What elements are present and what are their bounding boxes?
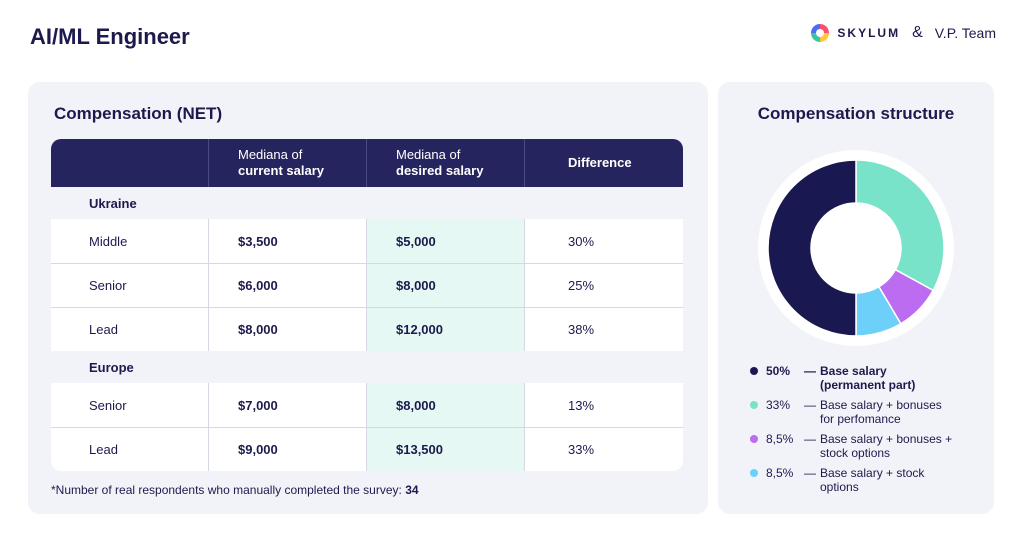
legend-item: 33% — Base salary + bonuses for perfomance bbox=[750, 398, 980, 426]
legend-label: Base salary + bonuses for perfomance bbox=[820, 398, 980, 426]
legend-label-line2: for perfomance bbox=[820, 412, 901, 426]
compensation-table: Mediana of current salary Mediana of des… bbox=[51, 139, 683, 471]
table-header: Mediana of current salary Mediana of des… bbox=[51, 139, 683, 187]
compensation-title: Compensation (NET) bbox=[54, 104, 223, 123]
desired-salary-cell: $8,000 bbox=[367, 264, 525, 307]
chart-legend: 50% — Base salary (permanent part) 33% — Base … bbox=[750, 364, 980, 500]
header-desired-line1: Mediana of bbox=[396, 147, 461, 162]
header-current-line2: current salary bbox=[238, 163, 324, 178]
legend-percent: 8,5% bbox=[766, 466, 794, 480]
current-salary-cell: $7,000 bbox=[209, 383, 367, 427]
legend-dot-icon bbox=[750, 367, 758, 375]
legend-label: Base salary + stock options bbox=[820, 466, 980, 494]
respondents-footnote: *Number of real respondents who manually… bbox=[51, 483, 419, 497]
table-row: Lead $9,000 $13,500 33% bbox=[51, 427, 683, 471]
difference-cell: 25% bbox=[568, 278, 595, 293]
desired-salary-cell: $8,000 bbox=[367, 383, 525, 427]
desired-salary-cell: $5,000 bbox=[367, 219, 525, 263]
skylum-logo-icon bbox=[811, 24, 830, 42]
legend-item: 8,5% — Base salary + bonuses + stock option… bbox=[750, 432, 980, 460]
current-salary-cell: $3,500 bbox=[209, 219, 367, 263]
level-cell: Middle bbox=[51, 219, 209, 263]
header-desired-line2: desired salary bbox=[396, 163, 484, 178]
header-difference-label: Difference bbox=[568, 155, 632, 170]
current-salary-cell: $8,000 bbox=[209, 308, 367, 351]
legend-dash: — bbox=[804, 398, 816, 412]
compensation-donut-chart bbox=[756, 148, 956, 348]
legend-percent: 33% bbox=[766, 398, 791, 412]
table-row: Lead $8,000 $12,000 38% bbox=[51, 307, 683, 351]
legend-label: Base salary (permanent part) bbox=[820, 364, 980, 392]
header-cell-difference: Difference bbox=[525, 139, 683, 187]
structure-card: Compensation structure 50% — Base salary (p… bbox=[718, 82, 994, 514]
level-cell: Senior bbox=[51, 383, 209, 427]
legend-dot-icon bbox=[750, 469, 758, 477]
legend-label-line1: Base salary + stock bbox=[820, 466, 925, 480]
legend-percent: 8,5% bbox=[766, 432, 794, 446]
brand-logos: SKYLUM & V.P. Team bbox=[811, 24, 996, 42]
header-cell-desired: Mediana of desired salary bbox=[367, 139, 525, 187]
legend-dash: — bbox=[804, 466, 816, 480]
header-current-line1: Mediana of bbox=[238, 147, 303, 162]
vp-team-logo-text: V.P. Team bbox=[934, 25, 996, 41]
difference-cell: 38% bbox=[568, 322, 595, 337]
ampersand: & bbox=[912, 24, 923, 41]
difference-cell: 13% bbox=[568, 397, 595, 413]
legend-item: 50% — Base salary (permanent part) bbox=[750, 364, 980, 392]
legend-dot-icon bbox=[750, 401, 758, 409]
desired-salary-cell: $13,500 bbox=[367, 428, 525, 471]
legend-label-line1: Base salary bbox=[820, 364, 887, 378]
legend-label-line2: options bbox=[820, 480, 859, 494]
level-cell: Lead bbox=[51, 428, 209, 471]
donut-slice-3 bbox=[767, 159, 857, 337]
level-cell: Senior bbox=[51, 264, 209, 307]
table-row: Senior $7,000 $8,000 13% bbox=[51, 383, 683, 427]
structure-title: Compensation structure bbox=[757, 104, 955, 123]
legend-label-line2: stock options bbox=[820, 446, 891, 460]
table-row: Senior $6,000 $8,000 25% bbox=[51, 263, 683, 307]
compensation-card: Compensation (NET) Mediana of current sa… bbox=[28, 82, 708, 514]
legend-item: 8,5% — Base salary + stock options bbox=[750, 466, 980, 494]
legend-label-line1: Base salary + bonuses bbox=[820, 398, 942, 412]
legend-dot-icon bbox=[750, 435, 758, 443]
skylum-logo-text: SKYLUM bbox=[837, 26, 901, 40]
respondents-count: 34 bbox=[405, 483, 419, 497]
difference-cell: 30% bbox=[568, 233, 595, 249]
group-row-ukraine: Ukraine bbox=[51, 187, 683, 219]
footnote-text: *Number of real respondents who manually… bbox=[51, 483, 406, 497]
current-salary-cell: $6,000 bbox=[209, 264, 367, 307]
legend-percent: 50% bbox=[766, 364, 791, 378]
header-cell-level bbox=[51, 139, 209, 187]
legend-label-line1: Base salary + bonuses + bbox=[820, 432, 953, 446]
header-cell-current: Mediana of current salary bbox=[209, 139, 367, 187]
difference-cell: 33% bbox=[568, 442, 595, 457]
table-row: Middle $3,500 $5,000 30% bbox=[51, 219, 683, 263]
legend-dash: — bbox=[804, 364, 816, 378]
page-title: AI/ML Engineer bbox=[30, 24, 190, 49]
group-row-europe: Europe bbox=[51, 351, 683, 383]
legend-label: Base salary + bonuses + stock options bbox=[820, 432, 980, 460]
level-cell: Lead bbox=[51, 308, 209, 351]
donut-slice-0 bbox=[855, 159, 945, 292]
current-salary-cell: $9,000 bbox=[209, 428, 367, 471]
legend-dash: — bbox=[804, 432, 816, 446]
desired-salary-cell: $12,000 bbox=[367, 308, 525, 351]
donut-svg bbox=[758, 150, 954, 346]
legend-label-line2: (permanent part) bbox=[820, 378, 916, 392]
